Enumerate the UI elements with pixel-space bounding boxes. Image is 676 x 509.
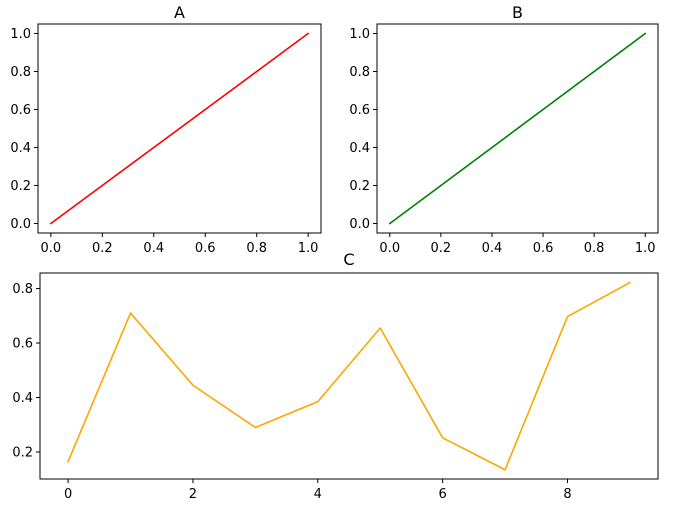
subplot-c: 0 2 4 6 8 0.2 0.4 0.6 0.8 C (12, 250, 659, 502)
plot-c-xtick-label: 2 (189, 487, 197, 502)
plot-c-ytick-label: 0.4 (12, 391, 33, 406)
plot-c-ytick-label: 0.6 (12, 337, 33, 352)
plot-b-ytick-label: 0.8 (349, 65, 370, 80)
plot-a-ytick-label: 1.0 (10, 27, 31, 42)
plot-c-yticks: 0.2 0.4 0.6 0.8 (12, 282, 40, 461)
plot-a-ytick-label: 0.6 (10, 103, 31, 118)
plot-b-xtick-label: 0.4 (482, 241, 503, 256)
plot-c-xtick-label: 4 (314, 487, 322, 502)
plot-a-ytick-label: 0.2 (10, 179, 31, 194)
subplot-b: 0.0 0.2 0.4 0.6 0.8 1.0 0.0 0.2 0.4 0.6 0.8 1.0 B (349, 3, 659, 256)
plot-a-xtick-label: 0.6 (195, 241, 216, 256)
plot-b-ytick-label: 0.6 (349, 103, 370, 118)
plot-a-ytick-label: 0.8 (10, 65, 31, 80)
plot-a-xtick-label: 0.2 (92, 241, 113, 256)
plot-b-frame (376, 23, 659, 234)
plot-c-xtick-label: 6 (438, 487, 446, 502)
plot-b-title: B (512, 3, 523, 22)
plot-c-xtick-label: 0 (64, 487, 72, 502)
plot-a-frame (37, 23, 322, 234)
plot-b-ytick-label: 0.0 (349, 217, 370, 232)
plot-b-xtick-label: 0.0 (379, 241, 400, 256)
plot-b-xtick-label: 0.2 (431, 241, 452, 256)
plot-a-xtick-label: 0.4 (143, 241, 164, 256)
plot-b-ytick-label: 0.2 (349, 179, 370, 194)
plot-a-lines (49, 32, 310, 225)
plot-a-ytick-label: 0.0 (10, 217, 31, 232)
plot-a-ytick-label: 0.4 (10, 141, 31, 156)
plot-c-ytick-label: 0.2 (12, 446, 33, 461)
plot-b-xtick-label: 0.6 (533, 241, 554, 256)
plot-b-xtick-label: 0.8 (584, 241, 605, 256)
plot-a-xtick-label: 1.0 (298, 241, 319, 256)
plot-b-ytick-label: 0.4 (349, 141, 370, 156)
plot-a-xtick-label: 0.0 (41, 241, 62, 256)
plot-a-series-line (49, 32, 310, 225)
plot-b-series-line (388, 32, 647, 225)
plot-b-yticks: 0.0 0.2 0.4 0.6 0.8 1.0 (349, 27, 377, 232)
plot-b-xtick-label: 1.0 (635, 241, 656, 256)
plot-a-xticks: 0.0 0.2 0.4 0.6 0.8 1.0 (41, 233, 319, 256)
plot-c-title: C (343, 250, 354, 269)
subplot-a: 0.0 0.2 0.4 0.6 0.8 1.0 0.0 0.2 0.4 0.6 0.8 1.0 A (10, 3, 322, 256)
plot-c-lines (67, 281, 631, 471)
plot-c-series-line (67, 281, 631, 471)
plot-a-xtick-label: 0.8 (246, 241, 267, 256)
plot-b-ytick-label: 1.0 (349, 27, 370, 42)
plot-a-title: A (174, 3, 185, 22)
plot-c-ytick-label: 0.8 (12, 282, 33, 297)
plot-c-frame (39, 272, 659, 480)
plot-c-xticks: 0 2 4 6 8 (64, 479, 572, 502)
plot-a-yticks: 0.0 0.2 0.4 0.6 0.8 1.0 (10, 27, 38, 232)
plot-b-lines (388, 32, 647, 225)
plot-c-xtick-label: 8 (563, 487, 571, 502)
plot-b-xticks: 0.0 0.2 0.4 0.6 0.8 1.0 (379, 233, 656, 256)
